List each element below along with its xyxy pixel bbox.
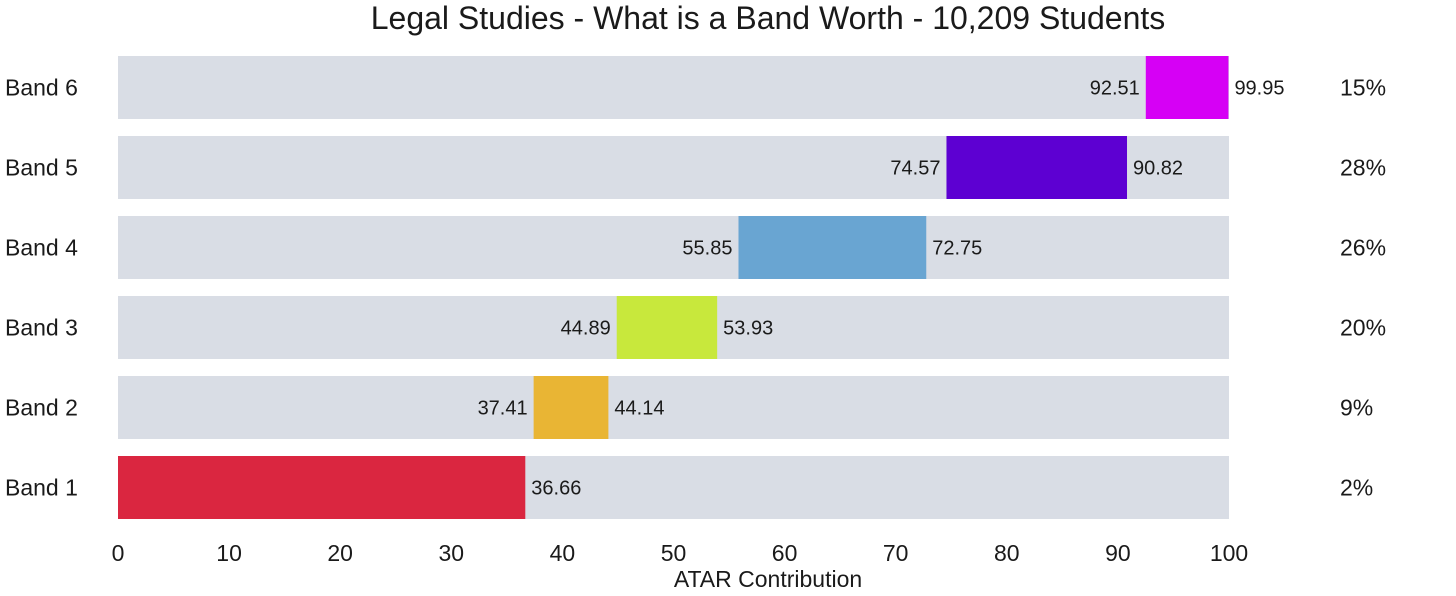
x-tick-label: 10 xyxy=(216,540,242,566)
band-label: Band 3 xyxy=(5,315,78,341)
band-label: Band 2 xyxy=(5,395,78,421)
band-start-value: 44.89 xyxy=(561,318,611,340)
band-track xyxy=(118,56,1229,119)
band-end-value: 44.14 xyxy=(614,398,664,420)
band-end-value: 36.66 xyxy=(531,478,581,500)
band-row-band-4: Band 4 55.85 72.75 26% xyxy=(5,216,1386,279)
x-tick-label: 20 xyxy=(327,540,353,566)
band-label: Band 1 xyxy=(5,475,78,501)
band-percent: 28% xyxy=(1340,155,1386,181)
band-end-value: 99.95 xyxy=(1234,78,1284,100)
band-end-value: 90.82 xyxy=(1133,158,1183,180)
x-tick-label: 30 xyxy=(439,540,465,566)
x-tick-label: 100 xyxy=(1210,540,1248,566)
band-label: Band 5 xyxy=(5,155,78,181)
x-tick-label: 70 xyxy=(883,540,909,566)
band-range-bar xyxy=(1145,56,1229,119)
x-tick-label: 0 xyxy=(112,540,125,566)
band-percent: 9% xyxy=(1340,395,1373,421)
x-tick-label: 90 xyxy=(1105,540,1131,566)
band-row-band-3: Band 3 44.89 53.93 20% xyxy=(5,296,1386,359)
band-range-bar xyxy=(533,376,609,439)
band-end-value: 72.75 xyxy=(932,238,982,260)
band-start-value: 55.85 xyxy=(682,238,732,260)
band-end-value: 53.93 xyxy=(723,318,773,340)
band-start-value: 37.41 xyxy=(478,398,528,420)
band-range-bar xyxy=(946,136,1128,199)
band-start-value: 74.57 xyxy=(890,158,940,180)
band-label: Band 4 xyxy=(5,235,78,261)
x-axis-ticks: 0 10 20 30 40 50 60 70 80 90 100 xyxy=(112,540,1249,566)
band-track xyxy=(118,376,1229,439)
band-range-bar xyxy=(738,216,927,279)
band-row-band-6: Band 6 92.51 99.95 15% xyxy=(5,56,1386,119)
band-track xyxy=(118,216,1229,279)
band-percent: 2% xyxy=(1340,475,1373,501)
x-tick-label: 40 xyxy=(550,540,576,566)
bands-layer: Band 6 92.51 99.95 15%Band 5 74.57 90.82 28%Ba… xyxy=(5,56,1386,519)
x-axis-label: ATAR Contribution xyxy=(674,566,862,592)
band-row-band-5: Band 5 74.57 90.82 28% xyxy=(5,136,1386,199)
band-percent: 20% xyxy=(1340,315,1386,341)
x-tick-label: 50 xyxy=(661,540,687,566)
band-range-bar xyxy=(118,456,526,519)
band-row-band-1: Band 1 36.66 2% xyxy=(5,456,1373,519)
band-start-value: 92.51 xyxy=(1090,78,1140,100)
band-percent: 15% xyxy=(1340,75,1386,101)
band-range-bar xyxy=(616,296,718,359)
chart-title: Legal Studies - What is a Band Worth - 1… xyxy=(371,0,1166,36)
band-percent: 26% xyxy=(1340,235,1386,261)
band-row-band-2: Band 2 37.41 44.14 9% xyxy=(5,376,1373,439)
x-tick-label: 60 xyxy=(772,540,798,566)
x-tick-label: 80 xyxy=(994,540,1020,566)
band-label: Band 6 xyxy=(5,75,78,101)
